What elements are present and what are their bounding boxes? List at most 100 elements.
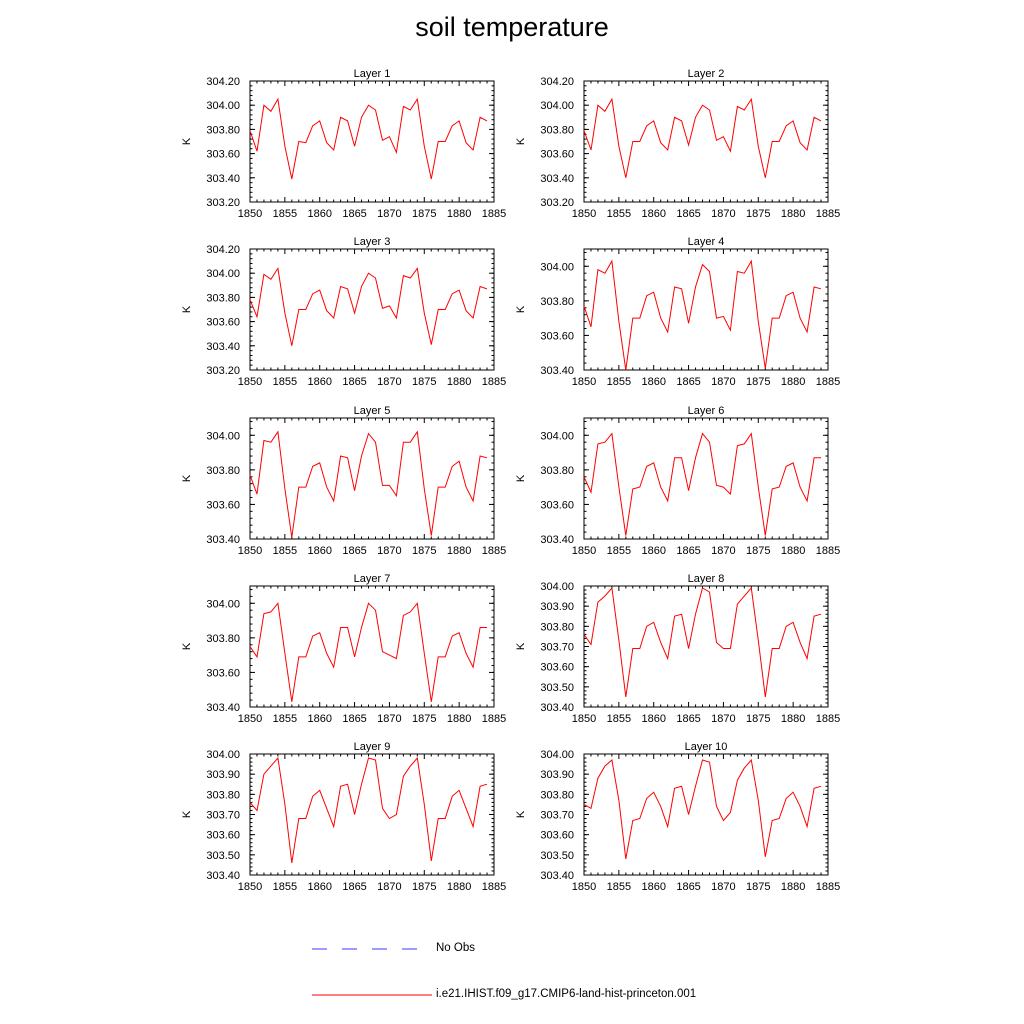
- panel-6: Layer 6 K 1850 1855 1860 1865 1870 1875 1880 1885…: [515, 405, 840, 557]
- x-tick-label: 1850: [572, 545, 596, 557]
- y-tick-label: 303.40: [540, 365, 574, 377]
- x-tick-label: 1855: [607, 881, 631, 893]
- x-tick-label: 1880: [447, 713, 471, 725]
- panel-title: Layer 6: [688, 405, 725, 417]
- x-tick-label: 1885: [816, 545, 840, 557]
- x-tick-label: 1860: [641, 713, 665, 725]
- series-line: [583, 97, 822, 178]
- y-tick-label: 303.40: [206, 173, 240, 185]
- x-tick-label: 1875: [746, 713, 770, 725]
- x-tick-label: 1865: [342, 713, 366, 725]
- x-tick-label: 1855: [607, 713, 631, 725]
- y-tick-label: 303.40: [206, 702, 240, 714]
- x-tick-label: 1860: [641, 545, 665, 557]
- y-tick-label: 303.40: [206, 870, 240, 882]
- y-tick-label: 304.00: [540, 261, 574, 273]
- y-tick-label: 303.70: [540, 642, 574, 654]
- x-tick-label: 1865: [676, 376, 700, 388]
- x-tick-label: 1870: [377, 881, 401, 893]
- y-tick-label: 304.20: [540, 76, 574, 88]
- x-tick-label: 1860: [307, 376, 331, 388]
- x-tick-label: 1855: [273, 376, 297, 388]
- y-axis-label: K: [181, 642, 193, 650]
- y-tick-label: 303.50: [540, 682, 574, 694]
- series-line: [583, 758, 822, 859]
- x-tick-label: 1885: [816, 208, 840, 220]
- series-line: [249, 267, 488, 346]
- y-tick-label: 303.50: [540, 850, 574, 862]
- panel-10: Layer 10 K 1850 1855 1860 1865 1870 1875 1880 188…: [515, 741, 840, 893]
- y-axis-label: K: [515, 642, 527, 650]
- x-tick-label: 1865: [676, 881, 700, 893]
- y-tick-label: 303.60: [540, 499, 574, 511]
- panel-5: Layer 5 K 1850 1855 1860 1865 1870 1875 1880 1885…: [181, 405, 506, 557]
- panel-title: Layer 9: [354, 741, 391, 753]
- x-tick-label: 1855: [607, 376, 631, 388]
- x-tick-label: 1870: [377, 376, 401, 388]
- x-tick-label: 1885: [482, 881, 506, 893]
- y-tick-label: 303.80: [206, 292, 240, 304]
- y-tick-label: 303.40: [540, 534, 574, 546]
- plot-frame: [249, 753, 495, 876]
- y-tick-label: 303.70: [540, 810, 574, 822]
- x-tick-label: 1870: [711, 376, 735, 388]
- y-axis-label: K: [515, 810, 527, 818]
- y-tick-label: 303.60: [206, 317, 240, 329]
- panel-title: Layer 4: [688, 236, 725, 248]
- y-tick-label: 303.80: [206, 124, 240, 136]
- y-tick-label: 304.20: [206, 244, 240, 256]
- y-tick-label: 304.00: [540, 100, 574, 112]
- y-tick-label: 304.00: [540, 430, 574, 442]
- x-tick-label: 1875: [412, 545, 436, 557]
- x-tick-label: 1865: [676, 545, 700, 557]
- y-tick-label: 303.40: [206, 534, 240, 546]
- y-axis-label: K: [515, 474, 527, 482]
- x-tick-label: 1855: [273, 545, 297, 557]
- panel-title: Layer 1: [354, 68, 391, 80]
- x-tick-label: 1870: [711, 545, 735, 557]
- panel-1: Layer 1 K 1850 1855 1860 1865 1870 1875 1880 1885…: [181, 68, 506, 220]
- x-tick-label: 1860: [307, 545, 331, 557]
- y-axis-label: K: [515, 137, 527, 145]
- figure-title: soil temperature: [415, 12, 609, 42]
- panel-title: Layer 8: [688, 573, 725, 585]
- x-tick-label: 1875: [746, 545, 770, 557]
- x-tick-label: 1865: [342, 545, 366, 557]
- x-tick-label: 1865: [342, 376, 366, 388]
- series-line: [583, 259, 822, 371]
- y-tick-label: 304.20: [206, 76, 240, 88]
- y-tick-label: 304.00: [540, 749, 574, 761]
- x-tick-label: 1885: [816, 881, 840, 893]
- x-tick-label: 1850: [238, 208, 262, 220]
- x-tick-label: 1860: [307, 881, 331, 893]
- x-tick-label: 1865: [342, 208, 366, 220]
- y-tick-label: 303.80: [206, 789, 240, 801]
- x-tick-label: 1865: [676, 208, 700, 220]
- y-tick-label: 303.40: [540, 702, 574, 714]
- x-tick-label: 1880: [447, 545, 471, 557]
- panel-title: Layer 3: [354, 236, 391, 248]
- x-tick-label: 1875: [412, 376, 436, 388]
- y-tick-label: 303.90: [540, 769, 574, 781]
- x-tick-label: 1875: [412, 881, 436, 893]
- y-tick-label: 303.40: [206, 341, 240, 353]
- y-tick-label: 303.90: [206, 769, 240, 781]
- plot-frame: [583, 80, 829, 203]
- y-tick-label: 303.90: [540, 601, 574, 613]
- y-tick-label: 304.00: [540, 581, 574, 593]
- x-tick-label: 1880: [781, 713, 805, 725]
- plot-frame: [583, 417, 829, 540]
- x-tick-label: 1850: [238, 713, 262, 725]
- x-tick-label: 1870: [377, 713, 401, 725]
- plot-frame: [249, 248, 495, 371]
- x-tick-label: 1880: [781, 376, 805, 388]
- x-tick-label: 1875: [412, 713, 436, 725]
- x-tick-label: 1850: [572, 208, 596, 220]
- y-tick-label: 303.60: [206, 149, 240, 161]
- x-tick-label: 1860: [641, 376, 665, 388]
- x-tick-label: 1870: [377, 208, 401, 220]
- series-line: [249, 430, 488, 538]
- y-tick-label: 303.80: [540, 789, 574, 801]
- series-line: [583, 586, 822, 697]
